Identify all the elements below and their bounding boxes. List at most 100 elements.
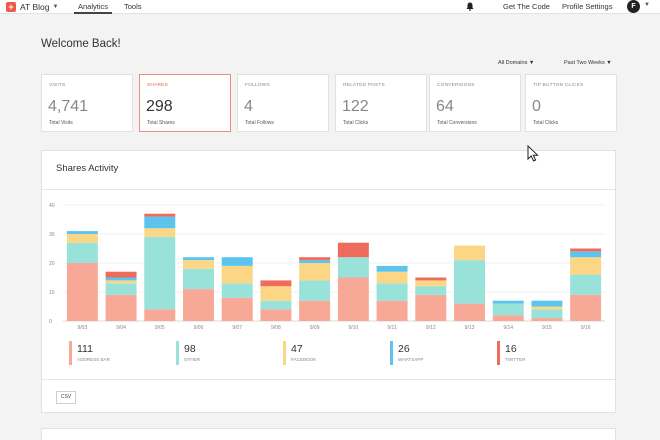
brand-name: AT Blog bbox=[20, 1, 50, 12]
bar-twitter[interactable] bbox=[144, 213, 176, 217]
bar-address-bar[interactable] bbox=[183, 289, 214, 321]
bar-address-bar[interactable] bbox=[260, 309, 292, 321]
page-title: Welcome Back! bbox=[41, 38, 121, 50]
bar-other[interactable] bbox=[183, 268, 214, 290]
nav-analytics[interactable]: Analytics bbox=[78, 2, 109, 11]
domains-dropdown[interactable]: All Domains ▼ bbox=[498, 60, 534, 66]
bar-other[interactable] bbox=[570, 274, 602, 295]
x-tick-label: 9/09 bbox=[310, 325, 320, 331]
bar-facebook[interactable] bbox=[183, 260, 214, 269]
bar-facebook[interactable] bbox=[570, 257, 602, 275]
bar-address-bar[interactable] bbox=[299, 300, 331, 321]
bar-address-bar[interactable] bbox=[492, 315, 524, 321]
bar-facebook[interactable] bbox=[454, 245, 485, 261]
nav-tools[interactable]: Tools bbox=[124, 2, 142, 11]
stat-sublabel: Total Follows bbox=[245, 120, 274, 126]
legend-swatch bbox=[497, 341, 500, 365]
legend-value: 26 bbox=[398, 343, 410, 355]
stat-card-related-posts[interactable]: RELATED POSTS 122 Total Clicks bbox=[335, 74, 427, 132]
bar-address-bar[interactable] bbox=[531, 318, 563, 321]
bar-twitter[interactable] bbox=[337, 242, 369, 258]
bar-whatsapp[interactable] bbox=[531, 300, 563, 307]
y-tick-label: 10 bbox=[49, 290, 55, 296]
bar-facebook[interactable] bbox=[260, 286, 292, 301]
bar-whatsapp[interactable] bbox=[299, 260, 331, 263]
stat-value: 64 bbox=[436, 98, 454, 115]
bar-facebook[interactable] bbox=[531, 306, 563, 310]
bar-whatsapp[interactable] bbox=[105, 277, 137, 281]
nav-profile-settings[interactable]: Profile Settings bbox=[562, 2, 613, 11]
bar-other[interactable] bbox=[415, 286, 447, 295]
bar-whatsapp[interactable] bbox=[183, 257, 214, 261]
bar-other[interactable] bbox=[105, 283, 137, 295]
bar-address-bar[interactable] bbox=[144, 309, 176, 321]
bar-twitter[interactable] bbox=[260, 280, 292, 287]
x-tick-label: 9/05 bbox=[155, 325, 165, 331]
bar-whatsapp[interactable] bbox=[144, 216, 176, 229]
bar-facebook[interactable] bbox=[376, 271, 408, 284]
stat-card-tip-button-clicks[interactable]: TIP BUTTON CLICKS 0 Total Clicks bbox=[525, 74, 617, 132]
stat-card-visits[interactable]: VISITS 4,741 Total Visits bbox=[41, 74, 133, 132]
bar-twitter[interactable] bbox=[105, 271, 137, 278]
brand-switcher[interactable]: + AT Blog ▼ bbox=[6, 0, 58, 13]
bar-facebook[interactable] bbox=[221, 265, 253, 284]
bar-other[interactable] bbox=[376, 283, 408, 301]
bar-address-bar[interactable] bbox=[376, 300, 408, 321]
bar-whatsapp[interactable] bbox=[492, 300, 524, 304]
next-panel bbox=[41, 428, 616, 440]
bar-whatsapp[interactable] bbox=[570, 251, 602, 258]
bar-address-bar[interactable] bbox=[66, 263, 98, 321]
bar-twitter[interactable] bbox=[570, 248, 602, 252]
shares-chart: 0 10 20 30 40 9/03 9/04 9/05 9/06 9/07 9/08 9/09 9/1… bbox=[49, 203, 605, 331]
stat-value: 298 bbox=[146, 98, 173, 115]
avatar[interactable]: F bbox=[627, 0, 640, 13]
legend-value: 47 bbox=[291, 343, 303, 355]
legend-swatch bbox=[283, 341, 286, 365]
bar-facebook[interactable] bbox=[299, 263, 331, 281]
bar-other[interactable] bbox=[221, 283, 253, 298]
x-tick-label: 9/10 bbox=[348, 325, 358, 331]
bar-other[interactable] bbox=[144, 236, 176, 310]
bar-other[interactable] bbox=[492, 303, 524, 316]
stat-card-follows[interactable]: FOLLOWS 4 Total Follows bbox=[237, 74, 329, 132]
bar-other[interactable] bbox=[454, 260, 485, 304]
bar-other[interactable] bbox=[299, 280, 331, 301]
bar-address-bar[interactable] bbox=[221, 297, 253, 321]
y-tick-label: 40 bbox=[49, 203, 55, 209]
nav-get-the-code[interactable]: Get The Code bbox=[503, 2, 550, 11]
stat-sublabel: Total Visits bbox=[49, 120, 73, 126]
legend-value: 16 bbox=[505, 343, 517, 355]
y-tick-label: 30 bbox=[49, 232, 55, 238]
legend-label: FACEBOOK bbox=[291, 357, 317, 362]
bar-whatsapp[interactable] bbox=[376, 265, 408, 272]
bar-address-bar[interactable] bbox=[570, 294, 602, 321]
bar-other[interactable] bbox=[337, 257, 369, 278]
bar-other[interactable] bbox=[66, 242, 98, 263]
bar-address-bar[interactable] bbox=[337, 277, 369, 322]
shares-activity-panel: Shares Activity 0 10 20 30 40 9/03 9/04 9/05 9/0… bbox=[41, 150, 616, 413]
bar-twitter[interactable] bbox=[415, 277, 447, 281]
stat-label: FOLLOWS bbox=[245, 83, 270, 88]
bar-facebook[interactable] bbox=[415, 280, 447, 287]
bar-twitter[interactable] bbox=[299, 257, 331, 261]
bar-whatsapp[interactable] bbox=[66, 231, 98, 234]
bell-icon[interactable] bbox=[466, 2, 474, 11]
stat-card-shares[interactable]: SHARES 298 Total Shares bbox=[139, 74, 231, 132]
bar-other[interactable] bbox=[260, 300, 292, 310]
period-dropdown[interactable]: Past Two Weeks ▼ bbox=[564, 60, 612, 66]
x-tick-label: 9/04 bbox=[116, 325, 126, 331]
bar-address-bar[interactable] bbox=[454, 303, 485, 321]
bar-facebook[interactable] bbox=[144, 228, 176, 237]
x-tick-label: 9/12 bbox=[426, 325, 436, 331]
stat-sublabel: Total Clicks bbox=[533, 120, 559, 126]
chevron-down-icon[interactable]: ▼ bbox=[644, 2, 650, 8]
bar-address-bar[interactable] bbox=[105, 294, 137, 321]
csv-button[interactable]: CSV bbox=[56, 391, 76, 404]
bar-facebook[interactable] bbox=[66, 234, 98, 243]
bar-facebook[interactable] bbox=[105, 280, 137, 284]
bar-whatsapp[interactable] bbox=[221, 257, 253, 266]
bar-address-bar[interactable] bbox=[415, 294, 447, 321]
add-this-logo-icon: + bbox=[6, 1, 16, 12]
stat-card-conversions[interactable]: CONVERSIONS 64 Total Conversions bbox=[429, 74, 521, 132]
bar-other[interactable] bbox=[531, 309, 563, 319]
